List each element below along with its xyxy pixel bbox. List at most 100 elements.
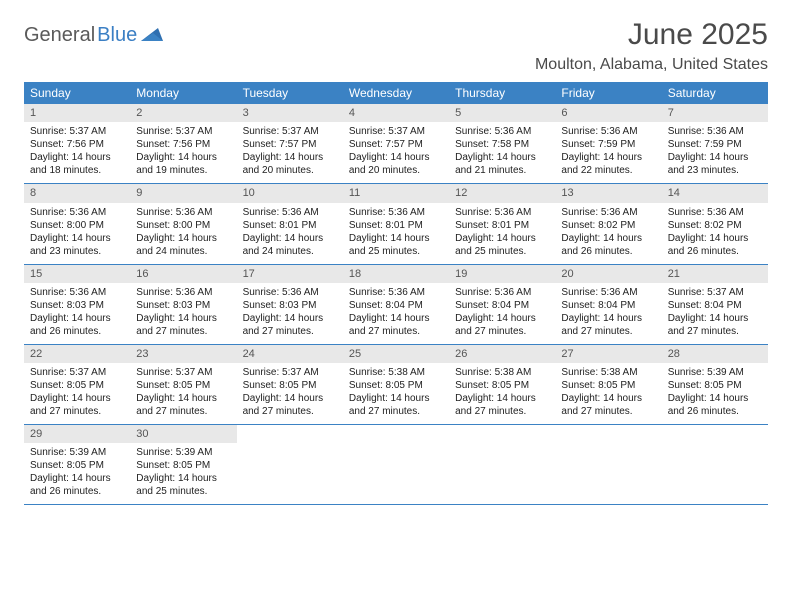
day-cell: 6Sunrise: 5:36 AMSunset: 7:59 PMDaylight…: [555, 104, 661, 183]
day-cell: 8 Sunrise: 5:36 AMSunset: 8:00 PMDaylight…: [24, 184, 130, 263]
sunset-line: Sunset: 8:02 PM: [561, 219, 655, 232]
sunrise-line: Sunrise: 5:37 AM: [30, 366, 124, 379]
daylight-line: Daylight: 14 hours and 20 minutes.: [243, 151, 337, 177]
day-cell: 12 Sunrise: 5:36 AMSunset: 8:01 PMDayligh…: [449, 184, 555, 263]
day-cell: 30Sunrise: 5:39 AMSunset: 8:05 PMDayligh…: [130, 425, 236, 504]
day-cell: 29 Sunrise: 5:39 AMSunset: 8:05 PMDayligh…: [24, 425, 130, 504]
sunrise-line: Sunrise: 5:36 AM: [349, 206, 443, 219]
weeks-container: 1 Sunrise: 5:37 AMSunset: 7:56 PMDaylight…: [24, 104, 768, 505]
sunrise-line: Sunrise: 5:36 AM: [349, 286, 443, 299]
day-details: Sunrise: 5:36 AMSunset: 8:04 PMDaylight:…: [449, 286, 555, 338]
day-number: 3: [237, 104, 343, 122]
day-details: Sunrise: 5:36 AMSunset: 7:59 PMDaylight:…: [662, 125, 768, 177]
sunset-line: Sunset: 8:04 PM: [561, 299, 655, 312]
day-cell: 15 Sunrise: 5:36 AMSunset: 8:03 PMDayligh…: [24, 265, 130, 344]
sunrise-line: Sunrise: 5:36 AM: [668, 125, 762, 138]
day-details: Sunrise: 5:36 AMSunset: 8:00 PMDaylight:…: [130, 206, 236, 258]
daylight-line: Daylight: 14 hours and 27 minutes.: [243, 392, 337, 418]
sunset-line: Sunset: 8:01 PM: [243, 219, 337, 232]
sunrise-line: Sunrise: 5:39 AM: [136, 446, 230, 459]
sunset-line: Sunset: 8:03 PM: [136, 299, 230, 312]
day-cell: 24Sunrise: 5:37 AMSunset: 8:05 PMDayligh…: [237, 345, 343, 424]
day-details: Sunrise: 5:36 AMSunset: 7:59 PMDaylight:…: [555, 125, 661, 177]
sunset-line: Sunset: 8:05 PM: [30, 379, 124, 392]
weekday-header: Wednesday: [343, 82, 449, 104]
day-details: Sunrise: 5:36 AMSunset: 8:02 PMDaylight:…: [555, 206, 661, 258]
day-cell: 11Sunrise: 5:36 AMSunset: 8:01 PMDayligh…: [343, 184, 449, 263]
week-row: 29 Sunrise: 5:39 AMSunset: 8:05 PMDayligh…: [24, 425, 768, 505]
day-cell: 18 Sunrise: 5:36 AMSunset: 8:04 PMDayligh…: [343, 265, 449, 344]
day-details: Sunrise: 5:37 AMSunset: 7:56 PMDaylight:…: [24, 125, 130, 177]
day-number: 15: [24, 265, 130, 283]
day-details: Sunrise: 5:36 AMSunset: 8:03 PMDaylight:…: [24, 286, 130, 338]
day-details: Sunrise: 5:36 AMSunset: 8:03 PMDaylight:…: [130, 286, 236, 338]
day-details: Sunrise: 5:37 AMSunset: 8:04 PMDaylight:…: [662, 286, 768, 338]
sunrise-line: Sunrise: 5:36 AM: [455, 286, 549, 299]
day-details: Sunrise: 5:37 AMSunset: 8:05 PMDaylight:…: [24, 366, 130, 418]
daylight-line: Daylight: 14 hours and 18 minutes.: [30, 151, 124, 177]
day-details: Sunrise: 5:36 AMSunset: 8:01 PMDaylight:…: [449, 206, 555, 258]
day-number: 1: [24, 104, 130, 122]
sunset-line: Sunset: 8:04 PM: [349, 299, 443, 312]
sunrise-line: Sunrise: 5:37 AM: [243, 366, 337, 379]
day-number: 18: [343, 265, 449, 283]
sunrise-line: Sunrise: 5:36 AM: [136, 206, 230, 219]
day-number: 11: [343, 184, 449, 202]
day-number: 14: [662, 184, 768, 202]
day-number: 30: [130, 425, 236, 443]
sunset-line: Sunset: 8:05 PM: [136, 379, 230, 392]
day-cell: 7 Sunrise: 5:36 AMSunset: 7:59 PMDaylight…: [662, 104, 768, 183]
day-number: 7: [662, 104, 768, 122]
day-number: 10: [237, 184, 343, 202]
sunrise-line: Sunrise: 5:36 AM: [243, 206, 337, 219]
sunset-line: Sunset: 8:01 PM: [455, 219, 549, 232]
weekday-header: Friday: [555, 82, 661, 104]
day-details: Sunrise: 5:36 AMSunset: 8:04 PMDaylight:…: [343, 286, 449, 338]
day-number: 8: [24, 184, 130, 202]
sunset-line: Sunset: 7:59 PM: [668, 138, 762, 151]
day-details: Sunrise: 5:36 AMSunset: 8:00 PMDaylight:…: [24, 206, 130, 258]
daylight-line: Daylight: 14 hours and 27 minutes.: [136, 312, 230, 338]
daylight-line: Daylight: 14 hours and 25 minutes.: [349, 232, 443, 258]
day-number: 4: [343, 104, 449, 122]
day-cell: [555, 425, 661, 504]
week-row: 1 Sunrise: 5:37 AMSunset: 7:56 PMDaylight…: [24, 104, 768, 184]
daylight-line: Daylight: 14 hours and 27 minutes.: [243, 312, 337, 338]
location-text: Moulton, Alabama, United States: [535, 56, 768, 74]
sunrise-line: Sunrise: 5:36 AM: [455, 206, 549, 219]
weekday-header-row: SundayMondayTuesdayWednesdayThursdayFrid…: [24, 82, 768, 104]
day-details: Sunrise: 5:37 AMSunset: 7:57 PMDaylight:…: [343, 125, 449, 177]
day-number: 27: [555, 345, 661, 363]
day-cell: 9 Sunrise: 5:36 AMSunset: 8:00 PMDaylight…: [130, 184, 236, 263]
daylight-line: Daylight: 14 hours and 26 minutes.: [30, 312, 124, 338]
daylight-line: Daylight: 14 hours and 27 minutes.: [561, 312, 655, 338]
day-number: 9: [130, 184, 236, 202]
sunrise-line: Sunrise: 5:36 AM: [243, 286, 337, 299]
day-cell: 13Sunrise: 5:36 AMSunset: 8:02 PMDayligh…: [555, 184, 661, 263]
title-block: June 2025 Moulton, Alabama, United State…: [535, 18, 768, 74]
day-number: 26: [449, 345, 555, 363]
day-cell: 2Sunrise: 5:37 AMSunset: 7:56 PMDaylight…: [130, 104, 236, 183]
day-details: Sunrise: 5:39 AMSunset: 8:05 PMDaylight:…: [662, 366, 768, 418]
sunrise-line: Sunrise: 5:38 AM: [561, 366, 655, 379]
day-number: 29: [24, 425, 130, 443]
day-cell: [662, 425, 768, 504]
sunset-line: Sunset: 8:00 PM: [136, 219, 230, 232]
calendar-grid: SundayMondayTuesdayWednesdayThursdayFrid…: [24, 82, 768, 505]
sunset-line: Sunset: 8:05 PM: [561, 379, 655, 392]
day-number: 22: [24, 345, 130, 363]
day-details: Sunrise: 5:39 AMSunset: 8:05 PMDaylight:…: [24, 446, 130, 498]
day-cell: 28Sunrise: 5:39 AMSunset: 8:05 PMDayligh…: [662, 345, 768, 424]
sunset-line: Sunset: 8:03 PM: [30, 299, 124, 312]
daylight-line: Daylight: 14 hours and 27 minutes.: [30, 392, 124, 418]
sunset-line: Sunset: 8:00 PM: [30, 219, 124, 232]
sunset-line: Sunset: 7:58 PM: [455, 138, 549, 151]
sunset-line: Sunset: 7:57 PM: [349, 138, 443, 151]
day-cell: 3Sunrise: 5:37 AMSunset: 7:57 PMDaylight…: [237, 104, 343, 183]
sunrise-line: Sunrise: 5:36 AM: [561, 206, 655, 219]
logo-text-blue: Blue: [97, 24, 137, 47]
sunset-line: Sunset: 7:57 PM: [243, 138, 337, 151]
sunrise-line: Sunrise: 5:36 AM: [668, 206, 762, 219]
day-number: 12: [449, 184, 555, 202]
day-cell: 10Sunrise: 5:36 AMSunset: 8:01 PMDayligh…: [237, 184, 343, 263]
